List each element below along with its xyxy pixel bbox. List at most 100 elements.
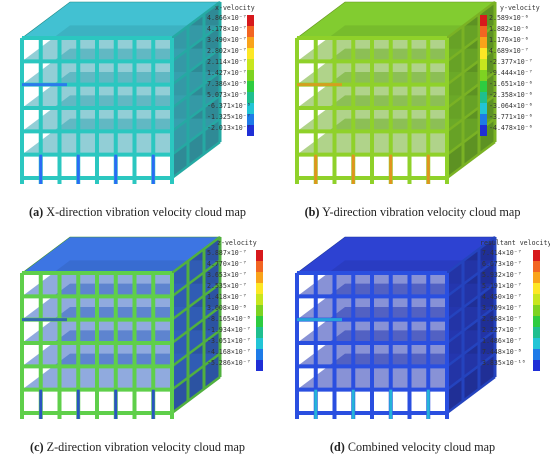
legend-swatch-d-10 — [533, 360, 540, 371]
legend-tick-a-8: -6.371×10⁻⁸ — [207, 102, 251, 110]
side-beam-d — [446, 329, 496, 368]
legend-tick-a-6: 7.386×10⁻⁸ — [207, 80, 247, 88]
building-model-a — [20, 1, 222, 184]
legend-tick-b-1: 1.882×10⁻⁶ — [489, 25, 529, 33]
legend-tick-d-7: 2.227×10⁻⁷ — [482, 326, 522, 334]
legend-swatch-c-3 — [256, 283, 263, 294]
side-beam-c — [171, 236, 221, 274]
legend-tick-c-4: 1.418×10⁻⁷ — [207, 293, 247, 301]
legend-swatch-b-5 — [480, 70, 487, 81]
side-beam-d — [446, 376, 496, 414]
legend-swatch-b-3 — [480, 48, 487, 59]
legend-swatch-c-9 — [256, 349, 263, 360]
caption-d: (d) Combined velocity cloud map — [329, 440, 496, 454]
legend-bar-b — [480, 15, 487, 136]
legend-swatch-c-6 — [256, 316, 263, 327]
panel-a: x-velocity 4.866×10⁻⁷ 4.178×10⁻⁷ 3.490×10⁻… — [0, 0, 275, 235]
side-beam-a — [171, 47, 221, 86]
side-beam-c — [171, 376, 221, 414]
legend-swatch-c-5 — [256, 305, 263, 316]
legend-swatch-a-4 — [247, 59, 254, 70]
legend-tick-d-4: 4.450×10⁻⁷ — [482, 293, 522, 301]
side-beam-b — [446, 94, 496, 133]
side-beam-d — [446, 259, 496, 298]
building-model-d — [295, 236, 497, 419]
legend-ticks-a: 4.866×10⁻⁷ 4.178×10⁻⁷ 3.490×10⁻⁷ 2.802×10⁻⁷… — [207, 13, 251, 134]
building-model-b — [295, 1, 497, 184]
legend-swatch-c-2 — [256, 272, 263, 283]
legend-ticks-d: 7.414×10⁻⁷ 6.673×10⁻⁷ 5.932×10⁻⁷ 5.191×10⁻⁷… — [482, 248, 526, 369]
legend-tick-a-3: 2.802×10⁻⁷ — [207, 47, 247, 55]
legend-tick-d-1: 6.673×10⁻⁷ — [482, 260, 522, 268]
side-beam-a — [171, 24, 221, 63]
legend-swatch-c-10 — [256, 360, 263, 371]
legend-swatch-b-0 — [480, 15, 487, 26]
caption-b: (b) Y-direction vibration velocity cloud… — [304, 205, 521, 219]
legend-tick-c-1: 4.770×10⁻⁷ — [207, 260, 247, 268]
legend-tick-c-9: -4.168×10⁻⁷ — [207, 348, 251, 356]
legend-swatch-c-1 — [256, 261, 263, 272]
legend-swatch-b-1 — [480, 26, 487, 37]
legend-title-c: z-velocity — [217, 239, 257, 247]
panel-d: resultant velocity 7.414×10⁻⁷ 6.673×10⁻⁷ 5… — [275, 235, 550, 470]
caption-c: (c) Z-direction vibration velocity cloud… — [30, 440, 245, 454]
legend-swatch-b-4 — [480, 59, 487, 70]
legend-swatch-d-6 — [533, 316, 540, 327]
frame-b — [295, 1, 497, 184]
legend-tick-b-0: 2.589×10⁻⁶ — [489, 14, 529, 22]
legend-tick-c-6: -8.165×10⁻⁸ — [207, 315, 251, 323]
frame-a — [20, 1, 222, 184]
legend-tick-c-5: 3.008×10⁻⁸ — [207, 304, 247, 312]
legend-swatch-b-8 — [480, 103, 487, 114]
frame-c — [20, 236, 222, 419]
legend-tick-a-7: 5.073×10⁻⁹ — [207, 91, 247, 99]
legend-tick-c-8: -3.051×10⁻⁷ — [207, 337, 251, 345]
legend-bar-d — [533, 250, 540, 371]
side-beam-b — [446, 47, 496, 86]
legend-swatch-c-8 — [256, 338, 263, 349]
side-beam-d — [446, 352, 496, 391]
legend-swatch-d-5 — [533, 305, 540, 316]
legend-tick-c-7: -1.934×10⁻⁷ — [207, 326, 251, 334]
side-beam-a — [171, 117, 221, 156]
legend-tick-d-0: 7.414×10⁻⁷ — [482, 249, 522, 257]
caption-a: (a) X-direction vibration velocity cloud… — [29, 205, 246, 219]
legend-tick-d-9: 7.448×10⁻⁸ — [482, 348, 522, 356]
legend-swatch-b-10 — [480, 125, 487, 136]
legend-tick-b-2: 1.176×10⁻⁶ — [489, 36, 529, 44]
legend-bar-c — [256, 250, 263, 371]
legend-tick-a-10: -2.013×10⁻⁷ — [207, 124, 251, 132]
legend-tick-c-2: 3.653×10⁻⁷ — [207, 271, 247, 279]
legend-swatch-d-3 — [533, 283, 540, 294]
legend-tick-d-3: 5.191×10⁻⁷ — [482, 282, 522, 290]
side-beam-d — [446, 282, 496, 321]
legend-swatch-c-7 — [256, 327, 263, 338]
legend-tick-b-7: -2.358×10⁻⁶ — [489, 91, 533, 99]
legend-tick-b-9: -3.771×10⁻⁶ — [489, 113, 533, 121]
legend-tick-c-0: 5.887×10⁻⁷ — [207, 249, 247, 257]
legend-tick-a-4: 2.114×10⁻⁷ — [207, 58, 247, 66]
legend-swatch-d-2 — [533, 272, 540, 283]
side-beam-d — [446, 236, 496, 274]
legend-tick-a-0: 4.866×10⁻⁷ — [207, 14, 247, 22]
side-beam-c — [171, 306, 221, 344]
side-beam-a — [171, 71, 221, 109]
frame-d — [295, 236, 497, 419]
legend-tick-b-8: -3.064×10⁻⁶ — [489, 102, 533, 110]
legend-bar-a — [247, 15, 254, 136]
side-beam-a — [171, 141, 221, 179]
legend-title-b: y-velocity — [500, 4, 540, 12]
legend-tick-b-5: -9.444×10⁻⁷ — [489, 69, 533, 77]
legend-tick-a-1: 4.178×10⁻⁷ — [207, 25, 247, 33]
legend-tick-d-10: 3.835×10⁻¹⁰ — [482, 359, 526, 367]
legend-swatch-a-2 — [247, 37, 254, 48]
legend-title-d: resultant velocity — [480, 239, 550, 247]
legend-tick-d-5: 3.709×10⁻⁷ — [482, 304, 522, 312]
legend-swatch-d-0 — [533, 250, 540, 261]
side-beam-a — [171, 94, 221, 133]
legend-tick-d-8: 1.486×10⁻⁷ — [482, 337, 522, 345]
legend-swatch-d-4 — [533, 294, 540, 305]
legend-swatch-d-9 — [533, 349, 540, 360]
legend-swatch-d-1 — [533, 261, 540, 272]
legend-tick-a-9: -1.325×10⁻⁷ — [207, 113, 251, 121]
